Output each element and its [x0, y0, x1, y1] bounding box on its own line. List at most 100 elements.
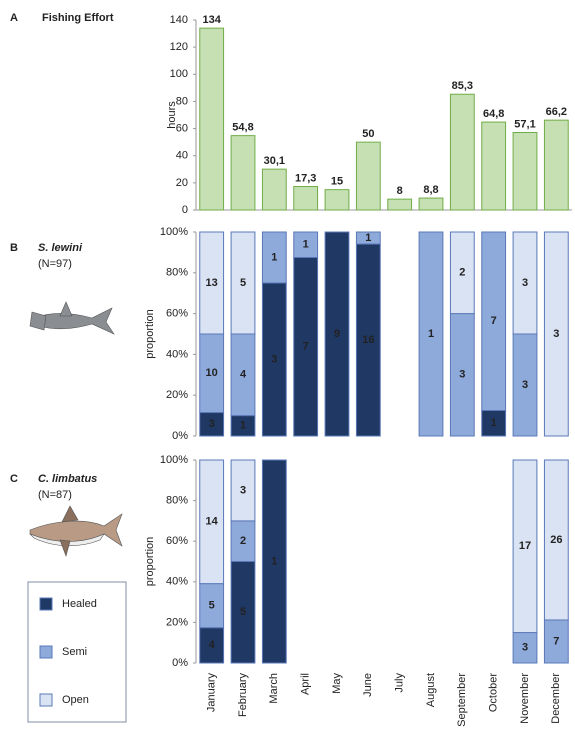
count-label: 1 [271, 251, 277, 263]
y-tick-label: 100% [160, 226, 188, 238]
y-tick-label: 80% [166, 495, 188, 507]
panel-title: C. limbatus [38, 473, 97, 485]
count-label: 7 [303, 341, 309, 353]
value-label: 85,3 [452, 80, 473, 92]
bar [356, 142, 380, 210]
y-tick-label: 100% [160, 454, 188, 466]
y-axis-label: proportion [144, 537, 156, 587]
y-tick-label: 20 [176, 177, 188, 189]
y-tick-label: 20% [166, 616, 188, 628]
count-label: 1 [365, 232, 371, 244]
y-tick-label: 60% [166, 535, 188, 547]
x-tick-label: December [550, 673, 562, 724]
bar [200, 28, 224, 210]
count-label: 7 [553, 635, 559, 647]
count-label: 13 [206, 277, 218, 289]
blacktip-illustration [30, 506, 122, 556]
count-label: 16 [362, 334, 374, 346]
y-tick-label: 40% [166, 576, 188, 588]
x-tick-label: October [488, 673, 500, 712]
panel-label: A [10, 12, 18, 24]
count-label: 14 [206, 516, 219, 528]
x-tick-label: March [268, 673, 280, 704]
y-tick-label: 80 [176, 95, 188, 107]
value-label: 30,1 [264, 155, 285, 167]
bar [544, 120, 568, 210]
x-tick-label: April [300, 673, 312, 695]
count-label: 1 [303, 239, 309, 251]
count-label: 3 [522, 277, 528, 289]
figure: AFishing Efforthours02040608010012014013… [0, 0, 575, 736]
panel-label: C [10, 473, 18, 485]
panel-label: B [10, 242, 18, 254]
y-tick-label: 40 [176, 150, 188, 162]
x-tick-label: November [519, 673, 531, 724]
panel-title: S. lewini [38, 242, 83, 254]
value-label: 17,3 [295, 172, 316, 184]
count-label: 3 [522, 379, 528, 391]
count-label: 5 [209, 600, 215, 612]
x-tick-label: May [331, 673, 343, 694]
count-label: 2 [459, 267, 465, 279]
count-label: 5 [240, 277, 246, 289]
bar [450, 94, 474, 210]
count-label: 3 [522, 642, 528, 654]
y-tick-label: 80% [166, 267, 188, 279]
panel-subtitle: (N=97) [38, 258, 72, 270]
y-tick-label: 100 [170, 68, 188, 80]
value-label: 134 [202, 14, 221, 26]
count-label: 1 [428, 328, 434, 340]
legend-swatch [40, 646, 52, 658]
legend-label: Healed [62, 598, 97, 610]
x-tick-label: February [237, 673, 249, 718]
x-tick-label: August [425, 673, 437, 707]
count-label: 1 [240, 420, 246, 432]
value-label: 8 [397, 185, 403, 197]
value-label: 50 [362, 128, 374, 140]
legend-label: Open [62, 694, 89, 706]
count-label: 1 [271, 555, 277, 567]
bar [482, 122, 506, 210]
count-label: 3 [209, 418, 215, 430]
count-label: 3 [240, 484, 246, 496]
bar [231, 136, 255, 210]
y-tick-label: 60 [176, 122, 188, 134]
count-label: 7 [491, 315, 497, 327]
legend-label: Semi [62, 646, 87, 658]
legend-swatch [40, 598, 52, 610]
count-label: 4 [209, 639, 216, 651]
panel-title: Fishing Effort [42, 12, 114, 24]
count-label: 9 [334, 328, 340, 340]
hammerhead-illustration [30, 302, 114, 334]
count-label: 1 [491, 417, 497, 429]
count-label: 4 [240, 369, 247, 381]
legend-swatch [40, 694, 52, 706]
x-tick-label: September [456, 673, 468, 727]
y-tick-label: 120 [170, 41, 188, 53]
y-tick-label: 0% [172, 430, 188, 442]
y-tick-label: 140 [170, 14, 188, 26]
count-label: 10 [206, 367, 218, 379]
count-label: 26 [550, 534, 562, 546]
y-tick-label: 40% [166, 348, 188, 360]
y-tick-label: 20% [166, 389, 188, 401]
bar [262, 169, 286, 210]
y-tick-label: 60% [166, 308, 188, 320]
value-label: 64,8 [483, 108, 504, 120]
bar [325, 190, 349, 210]
count-label: 17 [519, 540, 531, 552]
x-tick-label: July [394, 673, 406, 693]
value-label: 54,8 [232, 122, 253, 134]
value-label: 15 [331, 176, 343, 188]
count-label: 3 [459, 369, 465, 381]
count-label: 3 [553, 328, 559, 340]
x-tick-label: June [362, 673, 374, 697]
value-label: 57,1 [514, 118, 535, 130]
count-label: 2 [240, 535, 246, 547]
count-label: 5 [240, 606, 246, 618]
y-tick-label: 0% [172, 657, 188, 669]
value-label: 8,8 [423, 184, 438, 196]
bar [294, 187, 318, 210]
panel-subtitle: (N=87) [38, 489, 72, 501]
bar [388, 199, 412, 210]
